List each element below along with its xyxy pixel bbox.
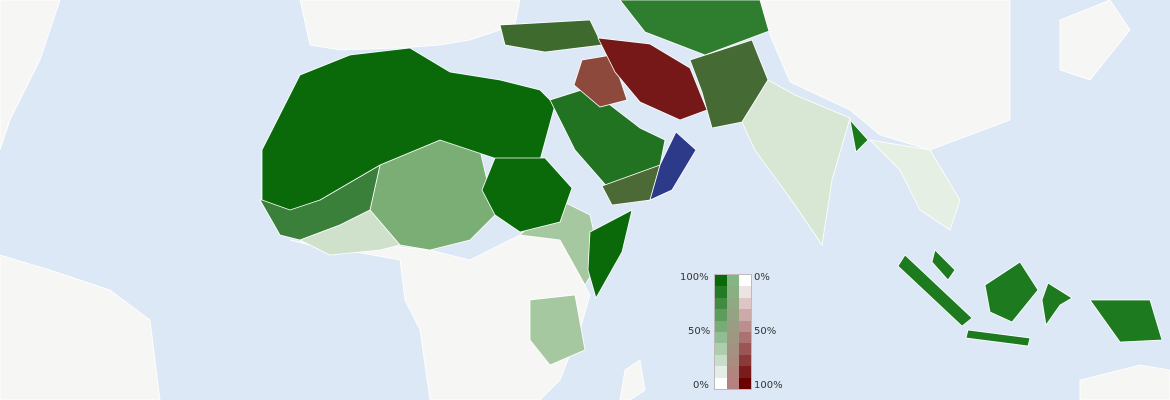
legend-cell (727, 320, 739, 332)
region-borneo (984, 261, 1039, 323)
region-china (759, 0, 1011, 151)
region-southeast-asia (868, 139, 961, 231)
legend-cell (739, 297, 751, 310)
legend-cell (739, 331, 751, 344)
legend-cell (715, 377, 727, 389)
region-turkey (499, 19, 603, 53)
legend-cell (715, 275, 727, 287)
region-north-america (0, 0, 61, 151)
region-oman (649, 131, 697, 201)
legend-cell (739, 366, 751, 378)
region-india (741, 79, 851, 247)
legend-color-scale (714, 274, 752, 390)
region-africa-south (289, 234, 591, 400)
legend-cell (715, 354, 727, 367)
region-central-asia (619, 0, 781, 56)
legend-left-mid: 50% (688, 326, 711, 337)
legend-cell (727, 343, 739, 355)
legend-cell (727, 377, 739, 389)
legend-cell (715, 366, 727, 378)
legend-cell (715, 331, 727, 344)
legend-right-mid: 50% (754, 326, 777, 337)
legend: 100% 50% 0% 0% 50% 100% (680, 272, 790, 392)
legend-cell (727, 331, 739, 344)
legend-cell (739, 377, 751, 389)
legend-cell (727, 275, 739, 287)
legend-cell (715, 297, 727, 310)
region-iran (597, 37, 708, 121)
region-papua (1089, 299, 1163, 343)
legend-cell (739, 275, 751, 287)
region-europe (299, 0, 521, 51)
legend-left-top: 100% (680, 272, 709, 283)
legend-cell (739, 286, 751, 298)
region-bangladesh (849, 118, 869, 153)
legend-cell (715, 309, 727, 321)
region-coast-africa (299, 209, 401, 256)
region-australia (1079, 364, 1170, 400)
region-java (965, 329, 1031, 347)
legend-cell (739, 320, 751, 332)
region-sumatra (897, 254, 973, 327)
legend-cell (739, 354, 751, 367)
legend-right-top: 0% (754, 272, 770, 283)
region-sulawesi (1041, 282, 1073, 327)
region-somalia (587, 209, 633, 300)
legend-cell (727, 297, 739, 310)
legend-cell (715, 343, 727, 355)
region-tanzania (529, 294, 586, 366)
region-north-africa (261, 47, 556, 211)
legend-cell (715, 320, 727, 332)
legend-cell (727, 309, 739, 321)
region-madagascar (619, 359, 646, 400)
legend-cell (727, 354, 739, 367)
region-sudan (481, 157, 573, 233)
legend-cell (739, 309, 751, 321)
legend-cell (727, 366, 739, 378)
legend-cell (727, 286, 739, 298)
region-south-america (0, 254, 161, 400)
legend-cell (715, 286, 727, 298)
legend-right-bottom: 100% (754, 380, 783, 391)
region-malaysia (931, 249, 956, 281)
legend-left-bottom: 0% (693, 380, 709, 391)
region-japan (1059, 0, 1131, 81)
legend-cell (739, 343, 751, 355)
